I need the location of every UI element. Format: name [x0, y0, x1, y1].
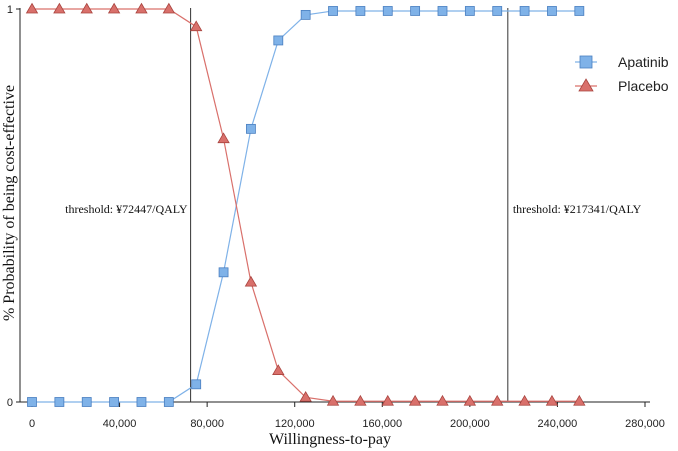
data-point-placebo: [80, 2, 93, 14]
data-point-apatinib: [574, 6, 585, 16]
series-markers: [25, 2, 586, 407]
x-tick-label: 200,000: [450, 418, 490, 430]
x-tick-label: 160,000: [362, 418, 402, 430]
x-tick-label: 280,000: [625, 418, 665, 430]
data-point-apatinib: [109, 397, 119, 407]
data-point-apatinib: [410, 6, 421, 16]
x-axis-title: Willingness-to-pay: [269, 431, 391, 448]
data-point-placebo: [381, 394, 394, 406]
data-point-apatinib: [519, 6, 530, 16]
data-point-placebo: [354, 394, 367, 406]
data-point-placebo: [299, 390, 312, 402]
data-point-placebo: [135, 2, 148, 14]
data-point-apatinib: [273, 35, 284, 46]
data-point-placebo: [518, 394, 531, 406]
legend-marker-apatinib: [579, 55, 593, 69]
data-point-apatinib: [163, 397, 174, 407]
data-point-apatinib: [382, 6, 393, 16]
legend-label-apatinib: Apatinib: [618, 54, 669, 70]
data-point-placebo: [463, 394, 477, 406]
x-tick-label: 40,000: [103, 418, 137, 430]
data-point-apatinib: [136, 397, 147, 407]
data-point-apatinib: [246, 123, 256, 134]
threshold-label: threshold: ¥72447/QALY: [65, 202, 188, 216]
x-tick-label: 0: [29, 418, 35, 430]
x-ticks: 0 40,000 80,000 120,000 160,000 200,000 240,00…: [29, 402, 665, 430]
data-point-apatinib: [27, 397, 37, 407]
legend-item-apatinib: Apatinib: [575, 54, 669, 70]
legend-item-placebo: Placebo: [575, 78, 669, 94]
legend-marker-placebo: [578, 78, 594, 92]
data-point-placebo: [436, 394, 449, 406]
x-tick-label: 240,000: [538, 418, 578, 430]
data-point-apatinib: [300, 9, 311, 20]
data-point-placebo: [162, 2, 176, 14]
y-tick-label: 0: [7, 397, 13, 409]
data-point-placebo: [272, 364, 285, 375]
data-point-placebo: [244, 275, 258, 287]
data-point-placebo: [107, 2, 121, 14]
legend-label-placebo: Placebo: [618, 78, 669, 94]
x-tick-label: 80,000: [190, 418, 224, 430]
y-ticks: 01: [7, 4, 20, 409]
data-point-apatinib: [355, 6, 366, 16]
data-point-placebo: [25, 2, 39, 14]
data-point-apatinib: [191, 379, 202, 390]
data-point-placebo: [545, 394, 559, 406]
data-point-apatinib: [492, 6, 503, 16]
data-point-apatinib: [54, 397, 65, 407]
threshold-lines: threshold: ¥72447/QALY threshold: ¥217341…: [65, 8, 642, 402]
data-point-placebo: [190, 20, 203, 32]
data-point-placebo: [491, 394, 504, 406]
threshold-label: threshold: ¥217341/QALY: [513, 202, 642, 216]
data-point-apatinib: [437, 6, 448, 16]
data-point-apatinib: [81, 397, 92, 407]
data-point-apatinib: [218, 267, 229, 278]
data-point-apatinib: [464, 6, 475, 16]
y-tick-label: 1: [7, 4, 13, 16]
data-point-placebo: [408, 394, 422, 406]
data-point-apatinib: [328, 6, 338, 16]
y-axis-title: % Probability of being cost-effective: [1, 85, 18, 321]
data-point-placebo: [573, 394, 586, 406]
x-tick-label: 120,000: [275, 418, 315, 430]
data-point-placebo: [217, 132, 230, 144]
data-point-placebo: [53, 2, 66, 14]
data-point-apatinib: [547, 6, 557, 16]
legend: Apatinib Placebo: [575, 54, 669, 94]
data-point-placebo: [326, 394, 340, 406]
